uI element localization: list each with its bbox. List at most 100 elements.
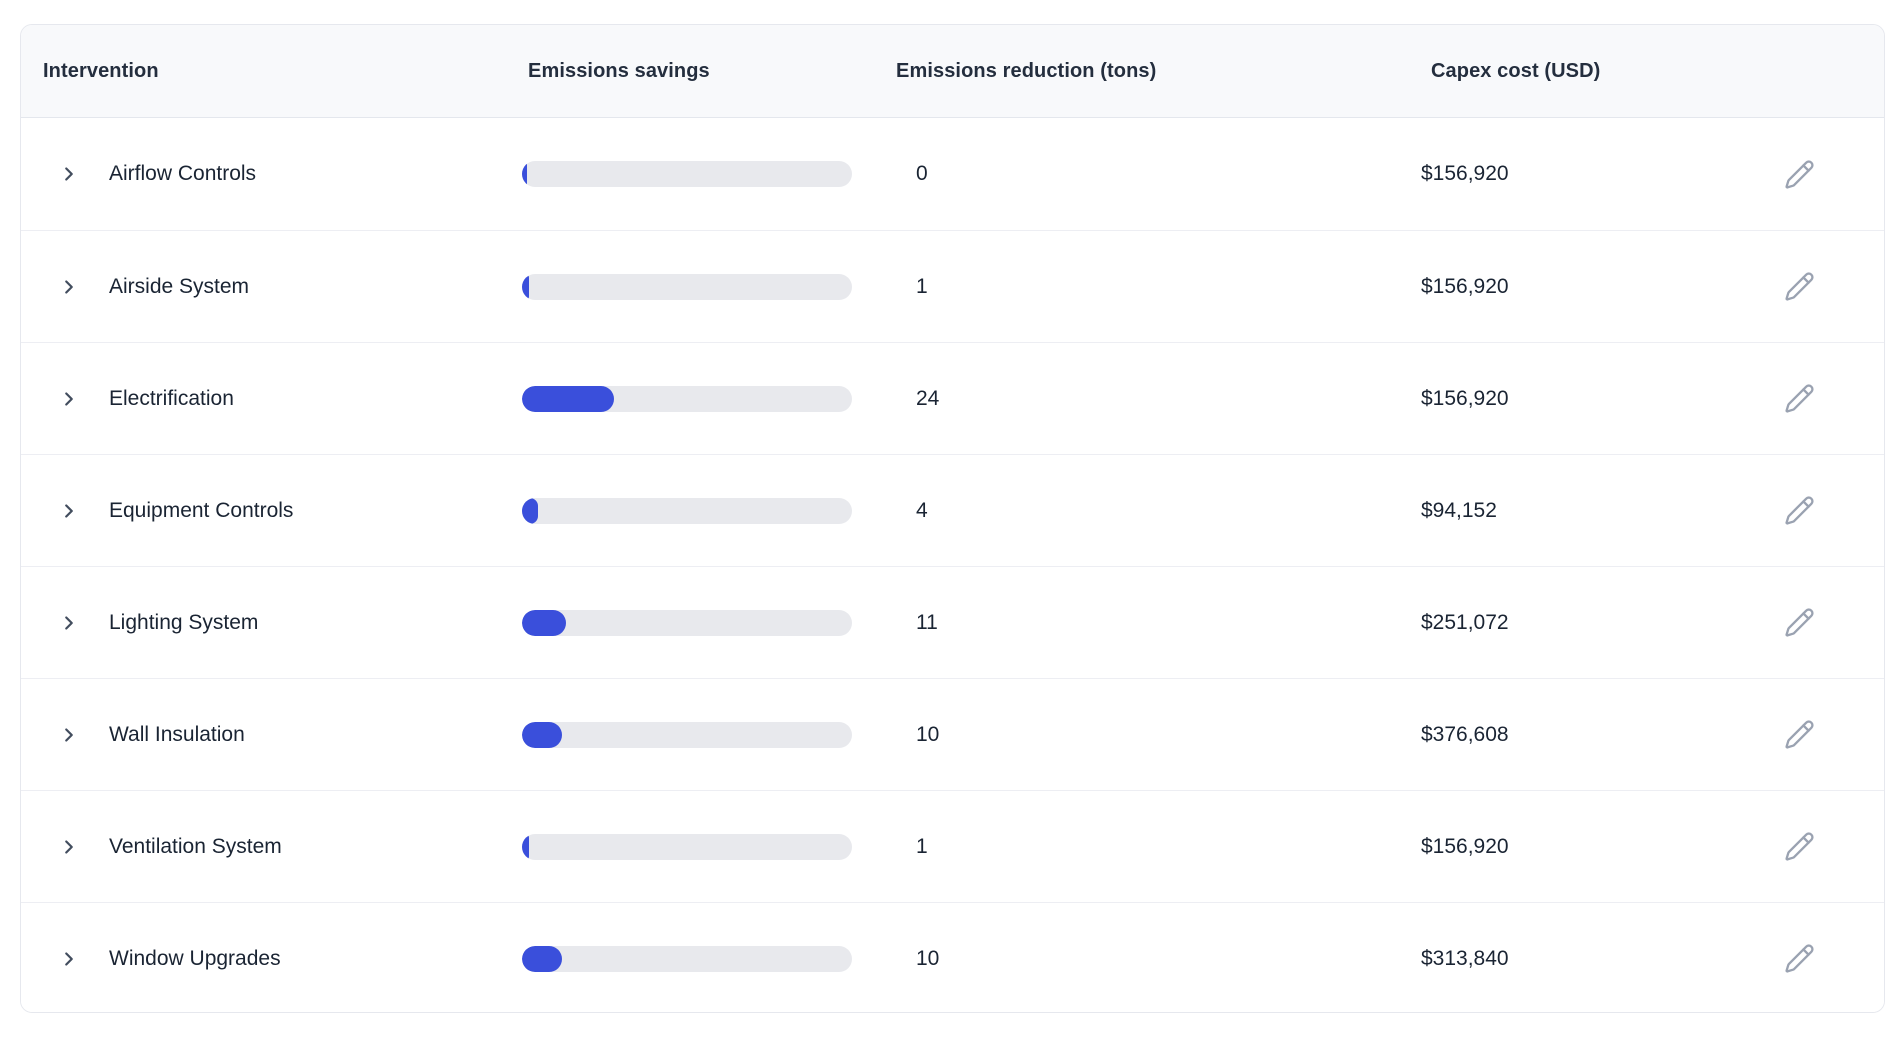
- table-row: Lighting System 11 $251,072: [21, 566, 1884, 678]
- emissions-savings-bar-fill: [522, 833, 529, 860]
- expand-row-button[interactable]: [57, 387, 81, 411]
- table-row: Wall Insulation 10 $376,608: [21, 678, 1884, 790]
- emissions-savings-cell: [522, 609, 896, 636]
- capex-cost-value: $94,152: [1421, 498, 1497, 522]
- table-row: Airside System 1 $156,920: [21, 230, 1884, 342]
- emissions-savings-bar-track: [522, 161, 852, 187]
- pencil-icon: [1784, 831, 1815, 862]
- table-row: Electrification 24 $156,920: [21, 342, 1884, 454]
- capex-cost-value: $156,920: [1421, 834, 1509, 858]
- table-row: Window Upgrades 10 $313,840: [21, 902, 1884, 1012]
- emissions-savings-bar-fill: [522, 497, 539, 524]
- table-row: Equipment Controls 4 $94,152: [21, 454, 1884, 566]
- table-row: Airflow Controls 0 $156,920: [21, 118, 1884, 230]
- emissions-reduction-value: 1: [916, 274, 928, 298]
- edit-row-button[interactable]: [1782, 830, 1816, 864]
- capex-cell: $251,072: [1421, 606, 1884, 640]
- emissions-savings-cell: [522, 273, 896, 300]
- column-header-emissions-reduction: Emissions reduction (tons): [896, 59, 1157, 82]
- emissions-savings-bar-track: [522, 945, 852, 972]
- capex-cost-value: $251,072: [1421, 610, 1509, 634]
- intervention-cell: Electrification: [21, 387, 522, 411]
- expand-row-button[interactable]: [57, 162, 81, 186]
- edit-row-button[interactable]: [1782, 718, 1816, 752]
- intervention-name: Ventilation System: [109, 834, 282, 858]
- intervention-cell: Wall Insulation: [21, 723, 522, 747]
- intervention-cell: Lighting System: [21, 611, 522, 635]
- emissions-reduction-value: 10: [916, 946, 940, 970]
- capex-cost-value: $313,840: [1421, 946, 1509, 970]
- chevron-right-icon: [58, 388, 80, 410]
- capex-cell: $156,920: [1421, 157, 1884, 191]
- table-body: Airflow Controls 0 $156,920: [21, 118, 1884, 1012]
- emissions-savings-cell: [522, 833, 896, 860]
- edit-row-button[interactable]: [1782, 157, 1816, 191]
- emissions-reduction-value: 0: [916, 162, 928, 185]
- edit-row-button[interactable]: [1782, 606, 1816, 640]
- intervention-name: Equipment Controls: [109, 498, 294, 522]
- capex-cost-value: $156,920: [1421, 274, 1509, 298]
- edit-row-button[interactable]: [1782, 942, 1816, 976]
- emissions-savings-cell: [522, 721, 896, 748]
- emissions-savings-bar-track: [522, 273, 852, 300]
- emissions-savings-bar-fill: [522, 609, 566, 636]
- expand-row-button[interactable]: [57, 947, 81, 971]
- capex-cell: $156,920: [1421, 270, 1884, 304]
- emissions-savings-bar-fill: [522, 161, 527, 187]
- column-header-intervention: Intervention: [43, 59, 159, 82]
- emissions-reduction-value: 24: [916, 386, 940, 410]
- capex-cost-value: $376,608: [1421, 722, 1509, 746]
- column-header-capex-cost: Capex cost (USD): [1431, 59, 1601, 82]
- pencil-icon: [1784, 383, 1815, 414]
- intervention-name: Airside System: [109, 274, 250, 298]
- emissions-savings-bar-fill: [522, 385, 615, 412]
- intervention-cell: Window Upgrades: [21, 947, 522, 971]
- emissions-savings-cell: [522, 385, 896, 412]
- emissions-savings-bar-fill: [522, 273, 529, 300]
- intervention-name: Wall Insulation: [109, 722, 245, 746]
- expand-row-button[interactable]: [57, 611, 81, 635]
- pencil-icon: [1784, 719, 1815, 750]
- capex-cell: $313,840: [1421, 942, 1884, 976]
- expand-row-button[interactable]: [57, 499, 81, 523]
- capex-cost-value: $156,920: [1421, 386, 1509, 410]
- capex-cell: $94,152: [1421, 494, 1884, 528]
- emissions-savings-bar-track: [522, 497, 852, 524]
- emissions-reduction-value: 10: [916, 722, 940, 746]
- pencil-icon: [1784, 943, 1815, 974]
- intervention-name: Window Upgrades: [109, 946, 281, 970]
- interventions-table: Intervention Emissions savings Emissions…: [20, 24, 1885, 1013]
- emissions-reduction-value: 1: [916, 834, 928, 858]
- emissions-savings-cell: [522, 945, 896, 972]
- emissions-savings-bar-track: [522, 721, 852, 748]
- emissions-savings-bar-fill: [522, 721, 562, 748]
- expand-row-button[interactable]: [57, 723, 81, 747]
- intervention-cell: Ventilation System: [21, 835, 522, 859]
- edit-row-button[interactable]: [1782, 270, 1816, 304]
- intervention-name: Electrification: [109, 386, 234, 410]
- edit-row-button[interactable]: [1782, 494, 1816, 528]
- capex-cell: $376,608: [1421, 718, 1884, 752]
- chevron-right-icon: [58, 163, 80, 185]
- chevron-right-icon: [58, 948, 80, 970]
- emissions-savings-cell: [522, 497, 896, 524]
- chevron-right-icon: [58, 836, 80, 858]
- capex-cost-value: $156,920: [1421, 162, 1509, 185]
- emissions-savings-bar-track: [522, 609, 852, 636]
- pencil-icon: [1784, 607, 1815, 638]
- intervention-cell: Airflow Controls: [21, 162, 522, 186]
- intervention-name: Airflow Controls: [109, 162, 257, 185]
- chevron-right-icon: [58, 500, 80, 522]
- intervention-cell: Equipment Controls: [21, 499, 522, 523]
- edit-row-button[interactable]: [1782, 382, 1816, 416]
- pencil-icon: [1784, 159, 1815, 190]
- expand-row-button[interactable]: [57, 275, 81, 299]
- expand-row-button[interactable]: [57, 835, 81, 859]
- intervention-name: Lighting System: [109, 610, 259, 634]
- emissions-savings-cell: [522, 161, 896, 187]
- capex-cell: $156,920: [1421, 382, 1884, 416]
- chevron-right-icon: [58, 724, 80, 746]
- table-row: Ventilation System 1 $156,920: [21, 790, 1884, 902]
- emissions-savings-bar-track: [522, 833, 852, 860]
